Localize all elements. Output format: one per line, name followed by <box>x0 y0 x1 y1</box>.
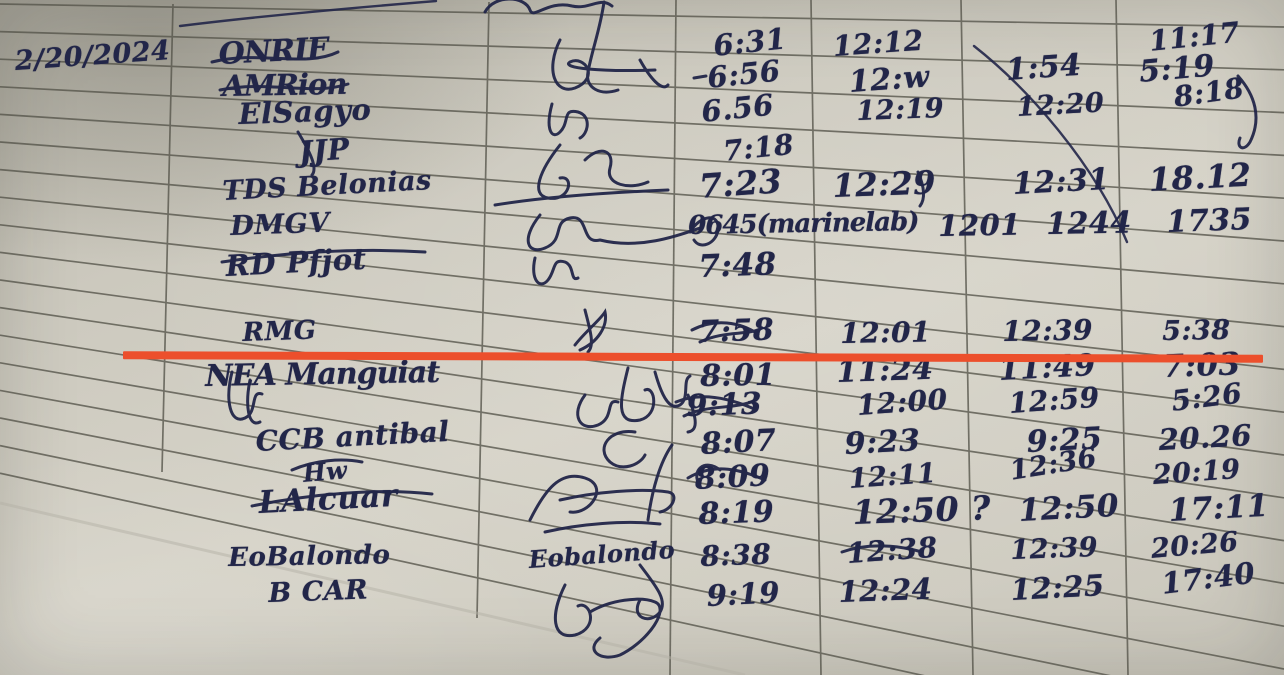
date-cell: 2/20/2024 <box>13 35 172 77</box>
signature-scribble <box>543 520 662 534</box>
row-2-name: ElSagyo <box>237 92 372 131</box>
signature-scribble <box>636 563 664 621</box>
signature-scribble <box>532 256 580 286</box>
row-12-time4: 20:19 <box>1151 453 1242 491</box>
row-6-time1: 7:48 <box>697 246 778 285</box>
row-14-signature-text: Eobalondo <box>527 534 676 574</box>
row-10-time3: 12:59 <box>1007 380 1101 420</box>
diagonal-pen-stroke <box>178 0 438 28</box>
row-12-time2: 12:11 <box>847 457 938 495</box>
row-4-time1: 7:23 <box>697 161 784 206</box>
row-14-time1: 8:38 <box>699 537 772 573</box>
row-8-name: RMG <box>241 315 318 348</box>
row-4-name: TDS Belonias <box>221 165 433 207</box>
signature-scribble <box>573 308 608 352</box>
row-14-time4: 20:26 <box>1149 526 1240 565</box>
row-13-time1: 8:19 <box>697 494 775 532</box>
row-10-time1: 9:13 <box>685 386 763 424</box>
row-4-time3: 12:31 <box>1011 161 1111 202</box>
row-15-time4: 17:40 <box>1159 555 1257 601</box>
row-13-time2: 12:50 ? <box>851 488 992 532</box>
row-5-time2: 1201 <box>937 207 1022 243</box>
page-bottom-edge <box>0 501 746 675</box>
row-5-time3: 1244 <box>1045 205 1133 242</box>
signature-scribble <box>620 366 656 423</box>
signature-scribble <box>588 597 662 659</box>
row-5-time1: 0645(marinelab) <box>687 206 919 241</box>
row-8-time2: 12:01 <box>839 315 932 350</box>
signature-scribble <box>583 149 650 188</box>
signature-scribble <box>583 308 593 354</box>
signature-scribble <box>528 474 599 522</box>
signature-scribble <box>547 102 589 140</box>
row-12-time1: 8:09 <box>693 458 772 497</box>
row-2-time1: 6.56 <box>699 87 776 129</box>
signature-scribble <box>553 583 592 638</box>
row-14-time2: 12:38 <box>845 530 939 570</box>
row-5-time4: 1735 <box>1165 202 1253 240</box>
row-4-time2: 12:29 <box>831 163 937 205</box>
row-14-name: EoBalondo <box>227 540 391 573</box>
row-13-time3: 12:50 <box>1017 487 1120 529</box>
signature-scribble <box>558 488 676 514</box>
row-2-time2: 12:19 <box>855 92 945 127</box>
row-0-name: ONRIF <box>217 31 329 72</box>
row-1-time3: 1:54 <box>1004 47 1083 88</box>
signature-scribble <box>526 213 702 252</box>
row-5-name: DMGV <box>229 207 331 242</box>
stray-dash <box>692 74 708 80</box>
row-14-time3: 12:39 <box>1009 531 1099 566</box>
row-13-name: LAlcuar <box>257 477 399 521</box>
signature-scribble <box>653 370 692 408</box>
row-15-time1: 9:19 <box>705 575 781 613</box>
row-8-time3: 12:39 <box>1001 313 1094 348</box>
signature-scribble <box>638 58 670 89</box>
signature-scribble <box>602 430 647 469</box>
row-2-time4: 8:18 <box>1171 71 1247 114</box>
row-11-time2: 9:23 <box>843 423 922 462</box>
row-4-time4: 18.12 <box>1147 155 1253 199</box>
signature-scribble <box>537 143 570 200</box>
row-15-time2: 12:24 <box>837 571 933 609</box>
row-0-time2: 12:12 <box>831 23 925 63</box>
row-8-time4: 5:38 <box>1161 314 1231 347</box>
row-3-name: JJP <box>297 131 351 169</box>
row-6-name: RD Pfjot <box>224 241 368 283</box>
row-13-time4: 17:11 <box>1167 487 1270 529</box>
row-11-time4: 20.26 <box>1157 418 1253 457</box>
row-11-name: CCB antibal <box>254 414 451 458</box>
row-11-time1: 8:07 <box>699 423 778 462</box>
signature-scribble <box>493 188 670 207</box>
row-12-time3: 12:36 <box>1007 442 1100 487</box>
signature-scribble <box>483 0 614 15</box>
signature-scribble <box>646 443 674 522</box>
row-15-time3: 12:25 <box>1009 568 1106 607</box>
signature-scribble <box>576 393 620 428</box>
row-1-time2: 12:w <box>847 59 931 100</box>
row-3-time1: 7:18 <box>721 127 796 168</box>
row-9-name: NEA Manguiat <box>204 354 440 394</box>
signature-scribble <box>586 0 620 94</box>
signature-scribble <box>551 38 657 91</box>
row-2-time3: 12:20 <box>1015 87 1106 123</box>
row-15-name: B CAR <box>267 574 369 609</box>
row-10-time2: 12:00 <box>855 382 949 422</box>
row-8-time1: 7:58 <box>697 312 775 350</box>
row-10-time4: 5:26 <box>1169 376 1244 418</box>
